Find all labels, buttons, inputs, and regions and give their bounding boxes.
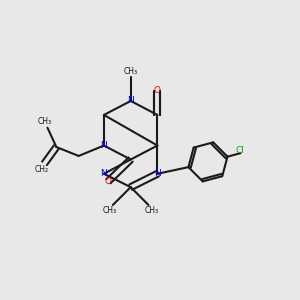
Text: CH₃: CH₃: [103, 206, 117, 215]
Text: O: O: [154, 86, 161, 95]
Text: CH₃: CH₃: [38, 117, 52, 126]
Text: N: N: [100, 141, 107, 150]
Text: CH₃: CH₃: [124, 67, 138, 76]
Text: O: O: [105, 177, 112, 186]
Text: CH₃: CH₃: [144, 206, 158, 215]
Text: CH₂: CH₂: [34, 165, 49, 174]
Text: N: N: [127, 97, 134, 106]
Text: N: N: [154, 169, 161, 178]
Text: Cl: Cl: [236, 146, 245, 155]
Text: N: N: [100, 169, 107, 178]
